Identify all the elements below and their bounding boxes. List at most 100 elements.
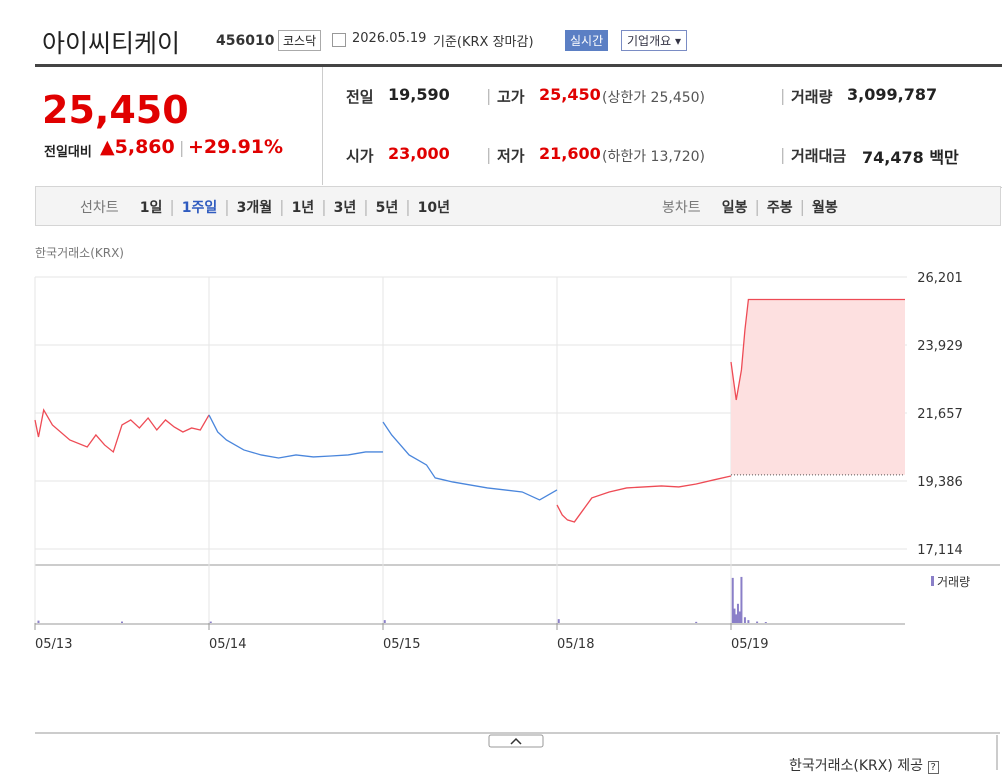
volume-bar <box>37 620 40 623</box>
stat-label: 시가 <box>346 147 374 165</box>
volume-bar <box>735 614 738 623</box>
y-tick-label: 21,657 <box>917 407 963 422</box>
volume-bar <box>736 603 739 623</box>
volume-bar <box>695 621 698 623</box>
realtime-button[interactable]: 실시간 <box>565 30 609 51</box>
sep: | <box>279 197 285 216</box>
change-pct: +29.91% <box>188 136 284 158</box>
tab[interactable]: 1주일 <box>181 200 218 216</box>
tab[interactable]: 1년 <box>291 200 315 216</box>
volume-bar <box>756 621 759 623</box>
stock-name: 아이씨티케이 <box>42 29 181 58</box>
volume-bar <box>733 608 736 623</box>
volume-bar <box>743 617 746 623</box>
help-icon[interactable]: ? <box>927 761 939 774</box>
tab[interactable]: 1일 <box>139 200 163 216</box>
volume-bar <box>557 619 560 623</box>
volume-bar <box>383 620 386 623</box>
stock-code: 456010 <box>216 33 275 49</box>
x-tick-label: 05/14 <box>209 637 246 652</box>
x-tick-label: 05/13 <box>35 637 72 652</box>
sep: | <box>169 197 175 216</box>
candle-tabs <box>517 186 1001 226</box>
sep: | <box>754 197 760 216</box>
footer: 한국거래소(KRX) 제공 ? <box>789 755 939 775</box>
sep: | <box>486 86 492 105</box>
y-tick-label: 23,929 <box>917 339 963 354</box>
volume-bar <box>764 622 767 623</box>
tab[interactable]: 10년 <box>417 200 450 216</box>
sep: | <box>799 197 806 216</box>
price-line <box>556 475 732 523</box>
sep: | <box>780 145 786 164</box>
change-value: 5,860 <box>114 136 175 158</box>
sep: | <box>179 138 185 157</box>
x-tick-label: 05/19 <box>731 637 768 652</box>
line-tabs <box>35 186 518 226</box>
line-tab-row: 선차트 1일 | 1주일 | 3개월 | 1년 | 3년 | 5년 | 10년 <box>80 197 450 217</box>
stat-value: 3,099,787 <box>847 85 938 104</box>
volume-bar <box>747 620 750 623</box>
change: ▲5,860 <box>100 136 175 158</box>
stat-value: 74,478 백만 <box>862 148 959 167</box>
y-tick-label: 26,201 <box>917 271 963 286</box>
stat-label: 저가 <box>497 147 525 165</box>
x-tick-label: 05/15 <box>383 637 420 652</box>
sep: | <box>321 197 327 216</box>
tab[interactable]: 월봉 <box>812 200 838 216</box>
sep: | <box>486 145 492 164</box>
calendar-icon <box>332 33 346 47</box>
tab-label: 선차트 <box>80 200 119 216</box>
volume-bar <box>209 621 212 623</box>
tab[interactable]: 3개월 <box>236 200 273 216</box>
chart-source: 한국거래소(KRX) <box>35 246 124 260</box>
market-badge: 코스닥 <box>278 30 322 51</box>
stat-label: 전일 <box>346 88 374 106</box>
price-line <box>730 298 905 401</box>
volume-bar <box>121 621 123 623</box>
price-line <box>34 408 210 454</box>
y-tick-label: 19,386 <box>917 475 963 490</box>
stat-value: 19,590 <box>388 85 450 104</box>
current-price: 25,450 <box>42 88 189 132</box>
stat-value: 21,600 <box>539 144 601 163</box>
stat-value: 23,000 <box>388 144 450 163</box>
sep: | <box>224 197 230 216</box>
collapse-button[interactable] <box>488 734 544 748</box>
legend-label: 거래량 <box>937 575 970 589</box>
change-label: 전일대비 <box>44 145 92 160</box>
price-line <box>208 414 383 459</box>
footer-text: 한국거래소(KRX) 제공 <box>789 758 924 774</box>
sep: | <box>780 86 786 105</box>
collapse-icon <box>510 737 522 745</box>
y-tick-label: 17,114 <box>917 543 963 558</box>
divider <box>322 67 323 185</box>
sep: | <box>405 197 411 216</box>
sep: | <box>363 197 369 216</box>
tab[interactable]: 일봉 <box>721 200 748 216</box>
tab[interactable]: 3년 <box>333 200 357 216</box>
overview-button[interactable]: 기업개요 ▾ <box>621 30 688 51</box>
legend-swatch <box>931 576 934 586</box>
tab[interactable]: 5년 <box>375 200 399 216</box>
overview-label: 기업개요 <box>627 34 672 48</box>
price-line <box>382 421 558 501</box>
stat-note: (하한가 13,720) <box>602 149 706 165</box>
fill-area <box>731 299 905 475</box>
volume-bar <box>731 577 734 623</box>
stat-label: 고가 <box>497 88 525 106</box>
date: 2026.05.19 <box>352 31 427 46</box>
candle-tab-row: 봉차트 일봉 | 주봉 | 월봉 <box>662 197 838 217</box>
stat-label: 거래대금 <box>791 147 847 165</box>
tab[interactable]: 주봉 <box>766 200 793 216</box>
stat-label: 거래량 <box>791 88 833 106</box>
volume-bar <box>738 611 741 623</box>
basis: 기준(KRX 장마감) <box>433 35 534 50</box>
stat-note: (상한가 25,450) <box>602 90 706 106</box>
volume-bar <box>740 576 743 623</box>
x-tick-label: 05/18 <box>557 637 594 652</box>
stat-value: 25,450 <box>539 85 601 104</box>
tab-label: 봉차트 <box>662 200 701 216</box>
